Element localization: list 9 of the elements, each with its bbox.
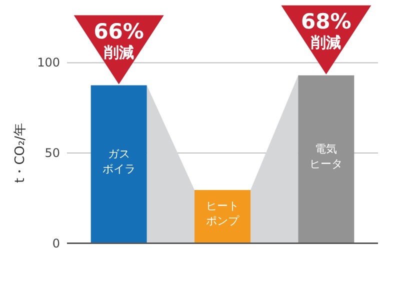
y-tick-label: 50 — [44, 146, 60, 160]
x-tick-label: ガスボイラ — [102, 147, 136, 176]
annotation: 68%削減 — [301, 9, 352, 52]
y-tick-label: 100 — [37, 56, 60, 70]
y-axis-title: t・CO₂/年 — [13, 123, 28, 183]
x-tick-label: 電気ヒータ — [310, 142, 343, 170]
x-tick-label: ヒートポンプ — [206, 200, 240, 228]
annotation: 66%削減 — [94, 19, 144, 62]
y-tick-label: 0 — [52, 236, 60, 250]
